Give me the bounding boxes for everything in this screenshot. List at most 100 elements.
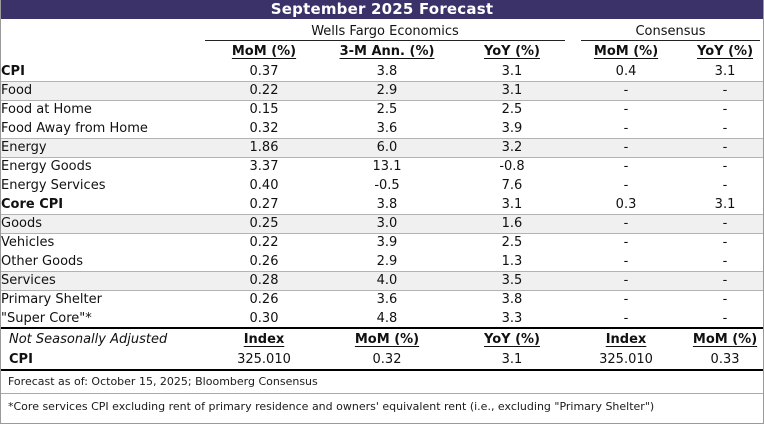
column-header-spacer [1, 41, 211, 62]
table-row: Energy Goods 3.37 13.1 -0.8 - - [1, 157, 763, 176]
value-cell: 2.9 [376, 253, 398, 269]
page-title: September 2025 Forecast [1, 0, 763, 19]
row-label: Food at Home [1, 102, 92, 118]
table-row: Primary Shelter 0.26 3.6 3.8 - - [1, 290, 763, 309]
nsa-header-consensus-mom-label: MoM (%) [692, 332, 758, 347]
nsa-header-yoy: YoY (%) [457, 327, 568, 350]
row-label: Core CPI [1, 196, 64, 212]
value-cell: - [623, 273, 629, 288]
column-header-mom: MoM (%) [211, 41, 317, 62]
value-cell: - [623, 120, 629, 136]
value-cell: 3.8 [376, 63, 398, 79]
column-header-yoy: YoY (%) [457, 41, 567, 62]
value-cell: 3.0 [376, 216, 398, 231]
table-row: Vehicles 0.22 3.9 2.5 - - [1, 233, 763, 252]
value-cell: 3.5 [501, 273, 523, 288]
value-cell: 3.9 [501, 120, 523, 136]
value-cell: -0.8 [499, 159, 525, 175]
row-label: Goods [1, 216, 43, 231]
value-cell: - [623, 159, 629, 175]
nsa-header-consensus-index-label: Index [605, 332, 647, 347]
value-cell: - [722, 178, 728, 193]
nsa-value-row: CPI 325.010 0.32 3.1 325.010 0.33 [1, 350, 763, 371]
row-label: Energy Services [1, 178, 106, 193]
table-row: Services 0.28 4.0 3.5 - - [1, 271, 763, 290]
nsa-value-index: 325.010 [211, 350, 317, 371]
nsa-value-consensus-index: 325.010 [567, 350, 686, 371]
value-cell: - [722, 292, 728, 308]
value-cell: - [623, 310, 629, 326]
nsa-value-yoy: 3.1 [457, 350, 568, 371]
value-cell: - [623, 140, 629, 155]
value-cell: 3.6 [376, 292, 398, 308]
table-row: Food 0.22 2.9 3.1 - - [1, 81, 763, 100]
value-cell: 0.15 [249, 102, 279, 118]
row-label: Vehicles [1, 235, 55, 251]
column-header-consensus-yoy: YoY (%) [685, 41, 763, 62]
column-header-consensus-mom-label: MoM (%) [593, 44, 659, 59]
value-cell: 4.0 [376, 273, 398, 288]
table-row: Energy Services 0.40 -0.5 7.6 - - [1, 176, 763, 195]
nsa-header-consensus-mom: MoM (%) [685, 327, 763, 350]
value-cell: 2.9 [376, 83, 398, 98]
value-cell: 1.86 [249, 140, 279, 155]
value-cell: 3.1 [714, 63, 736, 79]
value-cell: - [623, 178, 629, 193]
value-cell: - [623, 216, 629, 231]
column-header-consensus-yoy-label: YoY (%) [697, 44, 754, 59]
row-label: CPI [1, 63, 25, 79]
forecast-body: CPI 0.37 3.8 3.1 0.4 3.1 Food 0.22 2.9 3.1- - Food … [1, 62, 763, 328]
footnote-super-core: *Core services CPI excluding rent of pri… [8, 400, 655, 413]
row-label: Primary Shelter [1, 292, 102, 308]
value-cell: 4.8 [376, 310, 398, 326]
value-cell: 3.1 [501, 83, 523, 98]
group-label-wells-fargo: Wells Fargo Economics [205, 24, 566, 41]
value-cell: 13.1 [372, 159, 402, 175]
table-row: Other Goods 0.26 2.9 1.3 - - [1, 252, 763, 271]
value-cell: 3.1 [714, 196, 736, 212]
value-cell: 0.22 [249, 83, 279, 98]
value-cell: - [722, 216, 728, 231]
value-cell: 3.1 [501, 196, 523, 212]
value-cell: - [722, 140, 728, 155]
value-cell: 3.8 [376, 196, 398, 212]
value-cell: 1.3 [501, 253, 523, 269]
row-label: Energy Goods [1, 159, 92, 175]
value-cell: 3.1 [501, 63, 523, 79]
nsa-header-index: Index [211, 327, 317, 350]
value-cell: 0.22 [249, 235, 279, 251]
value-cell: - [722, 235, 728, 251]
nsa-header-mom-label: MoM (%) [354, 332, 420, 347]
value-cell: 6.0 [376, 140, 398, 155]
group-label-consensus: Consensus [581, 24, 761, 41]
value-cell: 0.3 [615, 196, 637, 212]
value-cell: 0.28 [249, 273, 279, 288]
row-label: Energy [1, 140, 47, 155]
value-cell: 0.4 [615, 63, 637, 79]
value-cell: 3.8 [501, 292, 523, 308]
nsa-value-consensus-mom: 0.33 [685, 350, 763, 371]
nsa-header-row: Not Seasonally Adjusted Index MoM (%) Yo… [1, 327, 763, 350]
group-header-wfe-cell: Wells Fargo Economics [205, 19, 567, 41]
group-header-row: Wells Fargo Economics Consensus [1, 19, 763, 41]
value-cell: - [722, 253, 728, 269]
table-row: "Super Core"* 0.30 4.8 3.3 - - [1, 309, 763, 328]
value-cell: - [722, 102, 728, 118]
value-cell: 1.6 [501, 216, 523, 231]
value-cell: 0.32 [249, 120, 279, 136]
nsa-section-label: Not Seasonally Adjusted [1, 327, 211, 350]
group-header-consensus-cell: Consensus [567, 19, 763, 41]
column-header-3m-ann: 3-M Ann. (%) [317, 41, 457, 62]
footnote-forecast-date: Forecast as of: October 15, 2025; Bloomb… [1, 371, 763, 394]
row-label: "Super Core"* [1, 310, 92, 326]
value-cell: - [722, 310, 728, 326]
value-cell: 3.2 [501, 140, 523, 155]
table-row: Food at Home 0.15 2.5 2.5 - - [1, 100, 763, 119]
value-cell: 0.26 [249, 292, 279, 308]
row-label: Services [1, 273, 56, 288]
value-cell: - [722, 83, 728, 98]
table-row: Goods 0.25 3.0 1.6 - - [1, 214, 763, 233]
value-cell: 0.30 [249, 310, 279, 326]
table-row: CPI 0.37 3.8 3.1 0.4 3.1 [1, 62, 763, 81]
